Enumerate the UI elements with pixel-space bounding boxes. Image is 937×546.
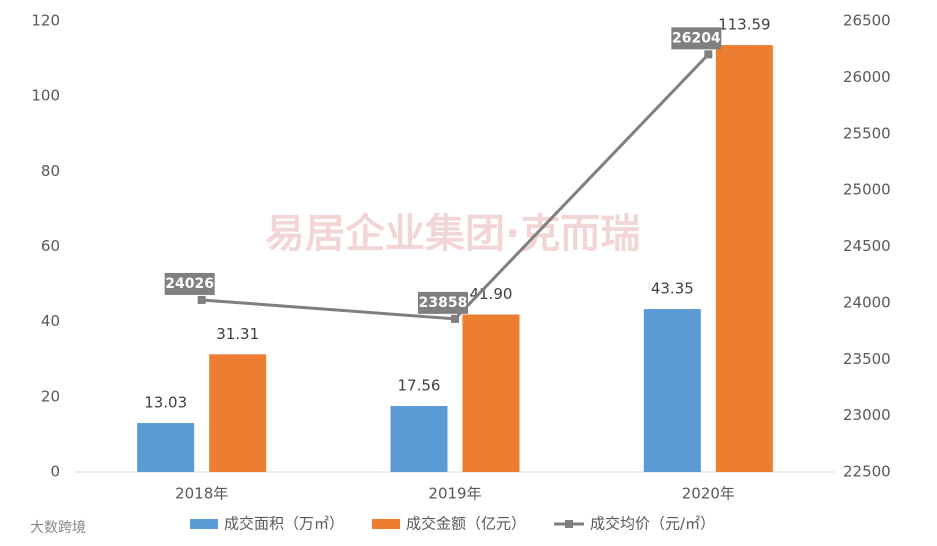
- bar: [209, 354, 267, 472]
- y2-tick-label: 23000: [843, 406, 891, 424]
- y2-tick-label: 24500: [843, 237, 891, 255]
- bar: [643, 309, 701, 472]
- value-label: 113.59: [718, 16, 771, 34]
- value-label: 13.03: [144, 394, 187, 412]
- bar: [137, 423, 195, 472]
- y-tick-label: 100: [31, 87, 60, 105]
- watermark: 易居企业集团·克而瑞: [265, 211, 640, 257]
- line-marker: [704, 50, 713, 59]
- label-box: [418, 291, 468, 314]
- value-label: 26204: [672, 30, 721, 46]
- label-box: [671, 27, 722, 50]
- legend-swatch: [190, 519, 218, 529]
- label-box: [164, 272, 215, 295]
- y-tick-label: 80: [41, 162, 60, 180]
- line-marker: [451, 314, 459, 323]
- y2-tick-label: 23500: [843, 350, 891, 368]
- value-label: 31.31: [216, 325, 259, 343]
- x-tick-label: 2019年: [428, 485, 481, 503]
- line: [201, 53, 710, 321]
- legend-swatch: [372, 519, 401, 529]
- bar: [715, 45, 773, 473]
- legend-label: 成交金额（亿元）: [406, 515, 526, 533]
- value-label: 23858: [419, 295, 468, 311]
- y-tick-label: 60: [41, 237, 60, 255]
- x-tick-label: 2020年: [682, 485, 735, 503]
- x-tick-label: 2018年: [175, 485, 228, 503]
- value-label: 43.35: [651, 280, 694, 298]
- y-tick-label: 20: [41, 387, 60, 405]
- y-tick-label: 0: [50, 463, 60, 481]
- value-label: 24026: [165, 276, 214, 292]
- y-tick-label: 120: [31, 12, 60, 30]
- line-marker: [197, 295, 206, 304]
- bar: [462, 314, 520, 472]
- legend-label: 成交面积（万㎡）: [224, 515, 344, 533]
- y-tick-label: 40: [41, 312, 60, 330]
- y2-tick-label: 26000: [843, 68, 891, 86]
- bar: [390, 406, 448, 472]
- legend-label: 成交均价（元/㎡）: [590, 515, 715, 533]
- y2-tick-label: 25500: [843, 124, 891, 142]
- y2-tick-label: 24000: [843, 293, 891, 311]
- legend-swatch: [565, 520, 574, 528]
- value-label: 41.90: [470, 285, 513, 303]
- source-mark: 大数跨境: [30, 520, 86, 536]
- value-label: 17.56: [398, 377, 441, 395]
- y2-tick-label: 22500: [843, 463, 891, 481]
- y2-tick-label: 26500: [843, 12, 891, 30]
- y2-tick-label: 25000: [843, 181, 891, 199]
